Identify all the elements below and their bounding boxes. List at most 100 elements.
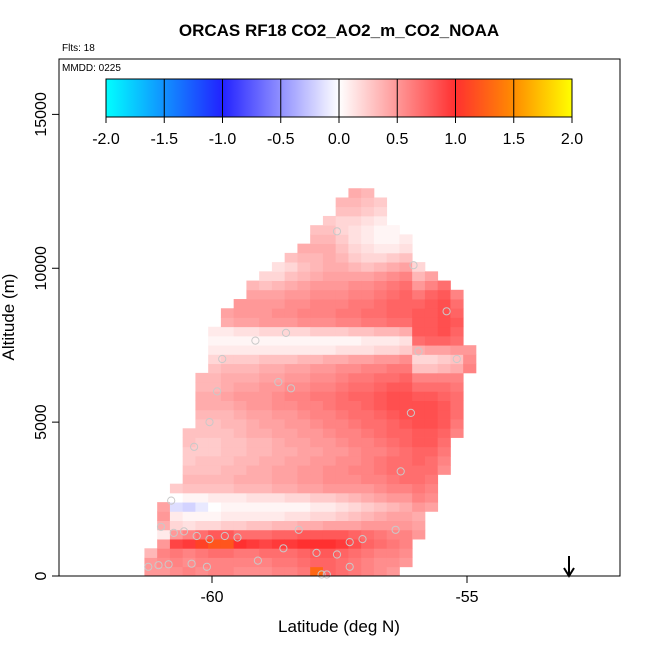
heatmap-cell <box>208 446 222 457</box>
heatmap-cell <box>412 511 426 522</box>
heatmap-cell <box>322 391 337 401</box>
heatmap-cell <box>322 474 337 485</box>
heatmap-cell <box>437 326 451 337</box>
heatmap-cell <box>348 400 362 411</box>
heatmap-cell <box>297 419 311 429</box>
heatmap-cell <box>335 400 349 411</box>
heatmap-cell <box>399 539 413 549</box>
heatmap-cell <box>310 419 324 429</box>
heatmap-cell <box>361 299 375 309</box>
heatmap-cell <box>335 557 349 568</box>
heatmap-cell <box>386 391 400 401</box>
heatmap-cell <box>386 299 400 309</box>
heatmap-cell <box>233 409 247 420</box>
heatmap-cell <box>361 317 375 328</box>
heatmap-cell <box>399 308 413 318</box>
heatmap-cell <box>322 400 337 411</box>
heatmap-cell <box>271 308 286 318</box>
heatmap-cell <box>310 511 324 522</box>
heatmap-cell <box>361 502 375 512</box>
heatmap-cell <box>348 465 362 475</box>
heatmap-cell <box>310 539 324 549</box>
heatmap-cell <box>271 354 286 365</box>
heatmap-cell <box>246 529 260 540</box>
heatmap-cell <box>208 335 222 346</box>
heatmap-cell <box>259 474 273 485</box>
heatmap-cell <box>284 529 298 540</box>
heatmap-cell <box>412 271 426 281</box>
heatmap-cell <box>284 474 298 485</box>
heatmap-cell <box>284 419 298 429</box>
heatmap-cell <box>233 566 247 577</box>
heatmap-cell <box>437 280 451 291</box>
heatmap-cell <box>233 345 247 355</box>
heatmap-cell <box>195 446 209 457</box>
heatmap-cell <box>361 409 375 420</box>
heatmap-cell <box>284 308 298 318</box>
heatmap-cell <box>310 335 324 346</box>
heatmap-cell <box>424 308 439 318</box>
heatmap-cell <box>259 382 273 392</box>
heatmap-cell <box>373 206 388 217</box>
heatmap-cell <box>284 326 298 337</box>
heatmap-cell <box>424 409 439 420</box>
heatmap-cell <box>424 271 439 281</box>
heatmap-cell <box>233 502 247 512</box>
heatmap-cell <box>348 326 362 337</box>
heatmap-cell <box>437 409 451 420</box>
heatmap-cell <box>361 197 375 208</box>
heatmap-cell <box>373 529 388 540</box>
heatmap-cell <box>322 409 337 420</box>
heatmap-cell <box>412 409 426 420</box>
heatmap-cell <box>348 308 362 318</box>
x-tick-label: -55 <box>455 589 478 606</box>
y-axis: 0 5000 10000 15000 <box>33 92 60 580</box>
heatmap-cell <box>373 262 388 272</box>
heatmap-cell <box>284 465 298 475</box>
heatmap-cell <box>437 308 451 318</box>
sample-point <box>164 560 173 569</box>
sample-point <box>253 556 262 565</box>
colorbar-tick-label: 1.0 <box>444 131 466 148</box>
heatmap-cell <box>220 437 235 448</box>
heatmap-cell <box>284 455 298 466</box>
heatmap-cell <box>373 502 388 512</box>
heatmap-cell <box>246 308 260 318</box>
heatmap-cell <box>284 437 298 448</box>
heatmap-cell <box>412 520 426 531</box>
heatmap-cell <box>386 437 400 448</box>
heatmap-cell <box>208 363 222 374</box>
heatmap-cell <box>297 382 311 392</box>
heatmap-cell <box>195 391 209 401</box>
heatmap-cell <box>335 409 349 420</box>
heatmap-cell <box>424 372 439 383</box>
heatmap-cell <box>297 511 311 522</box>
heatmap-cell <box>271 539 286 549</box>
y-tick-label: 10000 <box>33 246 50 291</box>
heatmap-cell <box>424 335 439 346</box>
heatmap-cell <box>399 400 413 411</box>
heatmap-cell <box>386 502 400 512</box>
heatmap-cell <box>437 428 451 438</box>
heatmap-cell <box>348 234 362 245</box>
heatmap-cell <box>220 529 235 540</box>
heatmap-cell <box>195 455 209 466</box>
heatmap-cell <box>399 511 413 522</box>
heatmap-cell <box>348 539 362 549</box>
heatmap-cell <box>195 548 209 558</box>
heatmap-cell <box>348 299 362 309</box>
heatmap-cell <box>322 317 337 328</box>
date-annotation: MMDD: 0225 <box>62 63 121 74</box>
heatmap-cell <box>322 382 337 392</box>
heatmap-cell <box>195 566 209 577</box>
heatmap-cell <box>348 492 362 503</box>
heatmap-cell <box>373 252 388 263</box>
heatmap-cell <box>322 308 337 318</box>
sample-point <box>187 559 196 568</box>
heatmap-cell <box>450 363 464 374</box>
heatmap-cell <box>399 465 413 475</box>
heatmap-cell <box>195 511 209 522</box>
heatmap-cell <box>322 539 337 549</box>
heatmap-cell <box>195 520 209 531</box>
heatmap-cell <box>335 335 349 346</box>
